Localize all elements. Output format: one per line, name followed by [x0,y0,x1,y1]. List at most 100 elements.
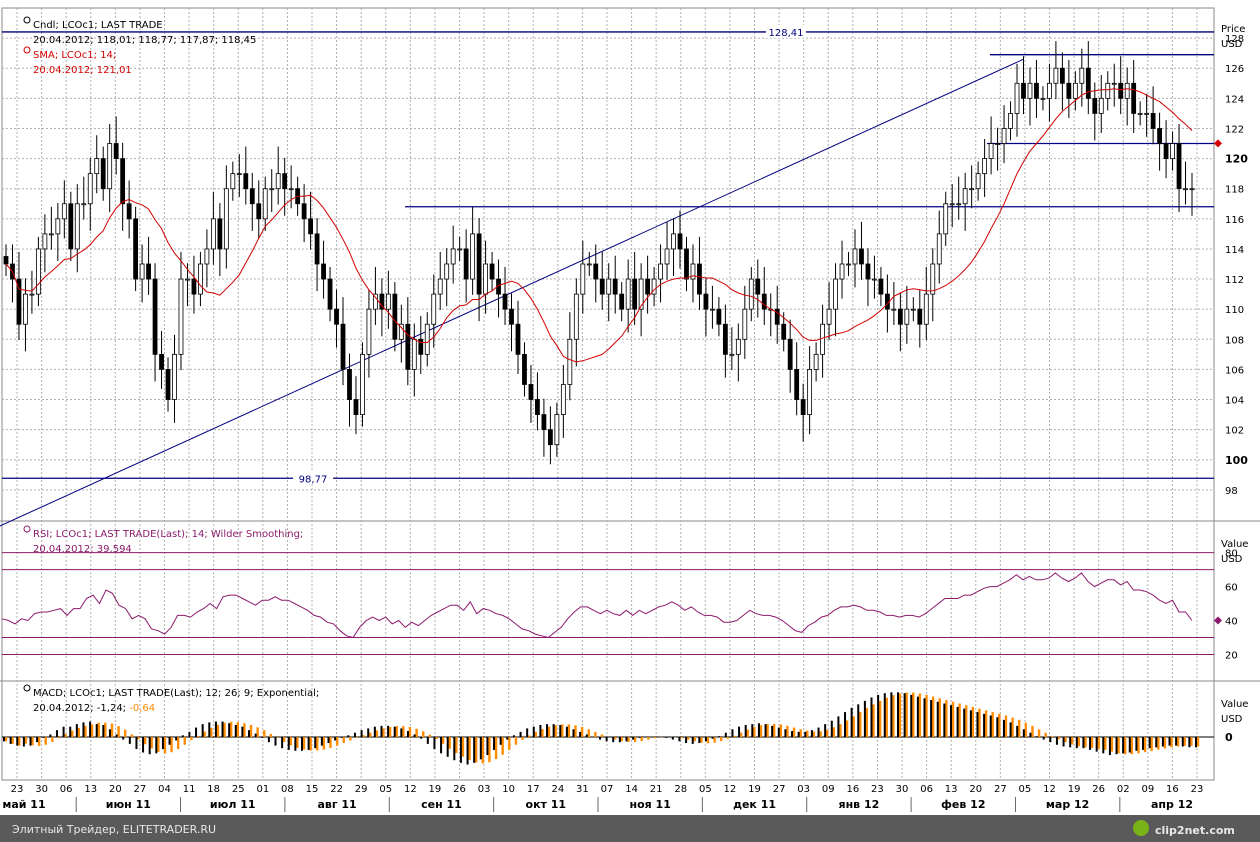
candle-body [936,233,942,265]
candle-body [476,233,482,295]
candle [321,240,326,299]
x-day-label: 31 [576,784,589,795]
x-day-label: 25 [232,784,245,795]
candle [1001,105,1007,164]
candle [1124,67,1130,126]
candle [314,218,320,292]
candle [204,229,210,288]
candle-body [288,188,294,191]
candle [424,312,430,367]
candle-body [852,248,858,265]
candle-body [703,293,709,310]
candle [1021,56,1026,115]
candle [962,172,968,231]
price-tick-label: 124 [1225,94,1244,105]
x-day-label: 08 [281,784,294,795]
x-month-label: сен 11 [421,798,462,811]
x-day-label: 26 [1092,784,1105,795]
candle [347,353,352,427]
candle [878,267,884,307]
candle [489,251,495,292]
candle-body [949,203,955,206]
candle [826,282,832,341]
candle-body [282,173,288,190]
candle-body [619,293,625,310]
candles [3,41,1195,465]
candle-body [904,308,910,325]
candle-body [1014,82,1020,114]
candle-body [794,369,800,400]
candle-body [42,233,48,250]
price-legend-line-2: 20.04.2012; 118,01; 118,77; 117,87; 118,… [33,35,256,46]
footer-bar [0,815,1260,842]
candle-body [813,353,819,370]
candle [1131,59,1137,133]
candle-body [437,278,443,295]
candle [573,278,579,367]
candle [152,263,158,382]
price-legend-line-1: Cndl; LCOc1; LAST TRADE [33,20,163,31]
candle [185,263,190,307]
candle [366,289,372,378]
candle-body [677,233,683,250]
candle [470,206,476,295]
candle [742,285,748,359]
candle-body [405,323,411,370]
x-day-label: 10 [502,784,515,795]
candle-body [1053,67,1059,84]
candle [936,210,942,284]
candle [787,319,793,393]
candle-body [528,384,534,400]
x-day-label: 30 [896,784,909,795]
x-axis: 23 30 06 13 20 27 04 11 18 25 01 08 15 22 29 05 12 19 26 03… [2,784,1203,812]
candle [910,297,916,322]
candle-body [243,173,249,190]
rsi-axis-title-2: USD [1221,554,1243,565]
candle [146,236,151,295]
candle-body [1098,97,1104,114]
candle-body [917,308,923,325]
candle [722,304,728,378]
rsi-tick-label: 80 [1225,549,1238,560]
candle-body [327,278,333,310]
candle [1176,123,1182,213]
candle-body [573,293,579,340]
price-panel: 128,41 98,77 98 100 102 104 106 108 110 112 114 11… [0,16,1248,527]
candle [755,259,761,318]
candle [982,139,988,197]
candle-body [398,323,404,340]
candle-body [165,369,171,400]
candle-body [353,399,359,415]
candle [210,191,216,265]
candle [308,191,314,250]
candle [398,304,404,363]
x-day-label: 12 [1043,784,1056,795]
candle-body [379,293,385,310]
candle-body [671,233,676,250]
macd-legend-line-1: MACD; LCOc1; LAST TRADE(Last); 12; 26; 9… [33,688,319,699]
x-axis-month-labels: май 11 июн 11 июл 11 авг 11 сен 11 окт 11 ноя … [2,797,1193,812]
candle-body [923,293,929,325]
macd-axis-title-2: USD [1221,714,1243,725]
candle [301,184,307,243]
candle [431,274,437,348]
x-day-label: 12 [724,784,737,795]
candle [1027,67,1033,126]
macd-legend-line-2: 20.04.2012; -1,24; -0,64 [33,703,155,714]
candle-body [185,278,190,281]
x-month-label: окт 11 [526,798,567,811]
candle [107,123,113,213]
candle [1183,161,1188,205]
candle-body [560,384,566,415]
candle-body [586,263,592,266]
candle [126,180,132,239]
candle-body [502,293,508,310]
candle-body [463,248,469,280]
candle-body [204,248,210,265]
candle-body [1040,97,1046,100]
x-month-label: фев 12 [941,798,985,811]
candle-body [191,278,197,295]
candle-body [210,218,216,250]
candle-body [554,414,560,446]
candle-body [178,278,184,355]
